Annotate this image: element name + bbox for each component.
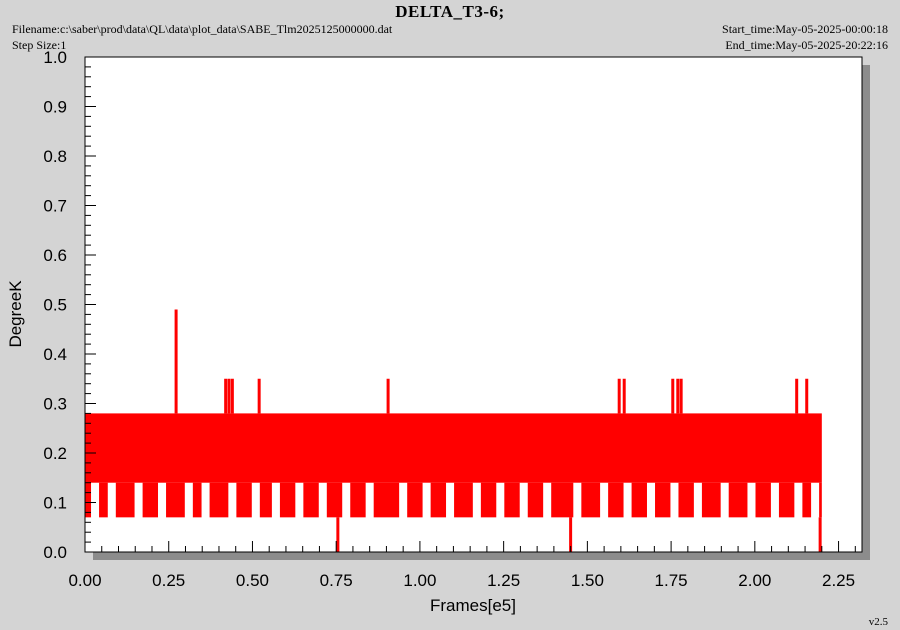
series-band-lower <box>701 482 721 518</box>
axis-layer: 0.0 0.1 0.2 0.3 0.4 0.5 0.6 0.7 0.8 0.9 1.0 0.00 0.2… <box>43 48 863 590</box>
series-band-lower <box>259 482 272 518</box>
series-band-lower <box>192 482 202 518</box>
start-time-label: Start_time:May-05-2025-00:00:18 <box>722 22 888 36</box>
y-tick-label: 0.2 <box>43 444 67 463</box>
x-tick-label: 2.25 <box>822 571 855 590</box>
series-band-lower <box>85 482 92 518</box>
series-band-lower <box>350 482 366 518</box>
x-tick-label: 0.25 <box>152 571 185 590</box>
series-band-lower <box>326 482 343 518</box>
series-band-lower <box>631 482 647 518</box>
y-tick-label: 0.6 <box>43 246 67 265</box>
series-band-lower <box>279 482 296 518</box>
series-band-upper <box>85 413 822 483</box>
filename-label: Filename:c:\saber\prod\data\QL\data\plot… <box>12 22 393 36</box>
series-band-lower <box>209 482 229 518</box>
series-band-lower <box>407 482 423 518</box>
series-layer <box>85 309 822 552</box>
series-band-lower <box>115 482 135 518</box>
x-tick-label: 1.50 <box>571 571 604 590</box>
series-band-lower <box>373 482 400 518</box>
series-band-lower <box>819 482 822 518</box>
series-band-lower <box>142 482 159 518</box>
series-band-lower <box>581 482 601 518</box>
x-tick-label: 1.00 <box>403 571 436 590</box>
series-band-lower <box>608 482 624 518</box>
series-band-lower <box>655 482 671 518</box>
series-band-lower <box>551 482 574 518</box>
series-band-lower <box>755 482 771 518</box>
y-tick-label: 0.5 <box>43 296 67 315</box>
series-band-lower <box>166 482 185 518</box>
series-band-lower <box>728 482 748 518</box>
x-tick-label: 1.75 <box>655 571 688 590</box>
series-band-lower <box>504 482 520 518</box>
x-tick-label: 0.00 <box>68 571 101 590</box>
y-tick-label: 0.0 <box>43 543 67 562</box>
version-label: v2.5 <box>868 616 888 628</box>
series-band-lower <box>99 482 108 518</box>
series-band-lower <box>480 482 497 518</box>
x-axis-label: Frames[e5] <box>430 596 516 615</box>
series-band-lower <box>527 482 544 518</box>
series-band-lower <box>303 482 319 518</box>
series-band-lower <box>454 482 473 518</box>
series-band-lower <box>236 482 252 518</box>
chart-title: DELTA_T3-6; <box>395 2 505 21</box>
series-band-lower <box>802 482 812 518</box>
y-tick-label: 0.1 <box>43 494 67 513</box>
y-tick-label: 0.7 <box>43 197 67 216</box>
y-tick-label: 0.4 <box>43 345 67 364</box>
series-band-lower <box>778 482 795 518</box>
step-size-label: Step Size:1 <box>12 38 67 52</box>
y-tick-label: 0.3 <box>43 395 67 414</box>
end-time-label: End_time:May-05-2025-20:22:16 <box>725 38 888 52</box>
y-tick-label: 0.9 <box>43 98 67 117</box>
x-tick-label: 0.75 <box>320 571 353 590</box>
y-axis-label: DegreeK <box>6 280 25 348</box>
y-tick-label: 1.0 <box>43 48 67 67</box>
x-tick-label: 0.50 <box>236 571 269 590</box>
y-tick-label: 0.8 <box>43 147 67 166</box>
series-band-lower <box>430 482 447 518</box>
x-tick-label: 1.25 <box>487 571 520 590</box>
series-band-lower <box>678 482 694 518</box>
x-tick-label: 2.00 <box>738 571 771 590</box>
